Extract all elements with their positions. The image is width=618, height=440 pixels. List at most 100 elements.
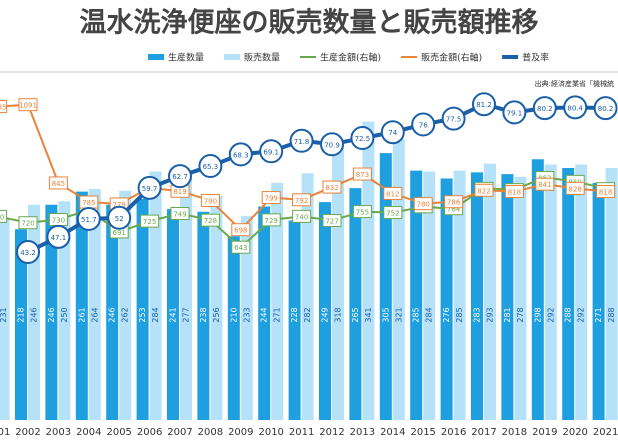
point xyxy=(322,180,342,194)
point-label: 72.5 xyxy=(355,135,371,143)
bar xyxy=(180,177,192,420)
legend-label: 生産数量 xyxy=(168,52,204,64)
point-label: 873 xyxy=(356,171,369,179)
bar xyxy=(531,159,544,420)
bar-value-label: 228 xyxy=(290,307,299,322)
point xyxy=(168,164,192,189)
bar xyxy=(227,236,240,420)
point xyxy=(292,209,312,223)
point xyxy=(596,185,616,199)
bar-value-label: 283 xyxy=(473,307,482,322)
bar-value-label: 292 xyxy=(577,307,586,322)
point-label: 729 xyxy=(265,217,278,225)
x-tick-label: 2015 xyxy=(410,427,435,438)
bar xyxy=(167,209,179,420)
bar-value-label: 285 xyxy=(455,307,464,322)
point-label: 74 xyxy=(388,129,397,137)
bar xyxy=(136,198,149,420)
point-label: 841 xyxy=(538,181,551,189)
point-label: 818 xyxy=(599,189,612,197)
point xyxy=(292,193,312,207)
point-label: 832 xyxy=(325,184,338,192)
point-label: 79.1 xyxy=(507,109,523,117)
bar xyxy=(88,189,101,420)
x-tick-label: 2012 xyxy=(319,427,344,438)
point xyxy=(259,139,284,164)
bar-value-label: 271 xyxy=(594,307,603,322)
point xyxy=(261,213,281,227)
x-tick-label: 2017 xyxy=(471,427,496,438)
point xyxy=(474,183,494,197)
bar xyxy=(592,182,605,420)
point xyxy=(472,92,496,117)
point-label: 799 xyxy=(265,195,278,203)
x-tick-label: 2007 xyxy=(167,427,192,438)
x-tick-label: 2014 xyxy=(380,427,405,438)
bar-value-label: 271 xyxy=(273,307,282,322)
x-tick-label: 2009 xyxy=(228,427,253,438)
bar-value-label: 284 xyxy=(151,307,160,322)
bar xyxy=(119,190,132,420)
point xyxy=(140,214,160,228)
point-label: 790 xyxy=(204,197,217,205)
point-label: 47.1 xyxy=(51,234,67,242)
bar-value-label: 298 xyxy=(533,307,542,322)
point-label: 52 xyxy=(115,215,124,223)
point xyxy=(170,207,190,220)
bar xyxy=(319,202,331,420)
point-label: 65.3 xyxy=(203,163,219,171)
bar-value-label: 318 xyxy=(334,307,343,322)
point-label: 786 xyxy=(447,199,461,207)
bar xyxy=(258,206,271,420)
point xyxy=(137,175,162,200)
point xyxy=(350,126,375,151)
point-label: 819 xyxy=(173,188,186,196)
point xyxy=(76,206,101,231)
bar xyxy=(240,216,253,420)
bar-value-label: 282 xyxy=(303,307,312,322)
bar xyxy=(271,182,284,420)
bar xyxy=(440,178,453,420)
point-label: 822 xyxy=(477,187,490,195)
bar-value-label: 241 xyxy=(169,307,178,322)
x-tick-label: 2019 xyxy=(532,427,557,438)
bar xyxy=(197,211,210,420)
bar xyxy=(392,139,405,420)
point xyxy=(380,120,405,145)
x-tick-label: 2006 xyxy=(137,427,162,438)
point-label: 80.2 xyxy=(598,105,614,113)
point xyxy=(565,181,585,195)
point-label: 785 xyxy=(82,199,95,207)
bar xyxy=(149,171,162,420)
point-label: 779 xyxy=(113,201,126,209)
bar-value-label: 233 xyxy=(242,307,251,322)
bar-value-label: 218 xyxy=(17,307,26,322)
point-label: 1085 xyxy=(0,104,7,112)
bar-value-label: 246 xyxy=(30,307,39,322)
bar-value-label: 210 xyxy=(229,307,238,322)
bar-value-label: 284 xyxy=(425,307,434,322)
source-note: 出典:経済産業省「機械統 xyxy=(535,79,614,88)
x-tick-label: 2018 xyxy=(502,427,527,438)
point xyxy=(322,214,342,227)
x-tick-label: 2008 xyxy=(198,427,223,438)
bar xyxy=(301,173,314,420)
point-label: 728 xyxy=(204,217,217,225)
point xyxy=(198,154,223,179)
bar xyxy=(15,229,27,420)
bar xyxy=(501,174,514,420)
bar-value-label: 250 xyxy=(60,307,69,322)
point xyxy=(289,128,314,153)
point xyxy=(231,223,251,237)
point-label: 752 xyxy=(386,210,399,218)
point-label: 727 xyxy=(325,218,338,226)
bar-value-label: 262 xyxy=(121,307,130,322)
point-label: 725 xyxy=(143,218,156,226)
point-label: 749 xyxy=(173,211,186,219)
x-tick-label: 2011 xyxy=(289,427,314,438)
bar xyxy=(605,168,618,420)
bar xyxy=(75,191,88,420)
bar xyxy=(514,176,527,420)
point-label: 818 xyxy=(508,189,521,197)
